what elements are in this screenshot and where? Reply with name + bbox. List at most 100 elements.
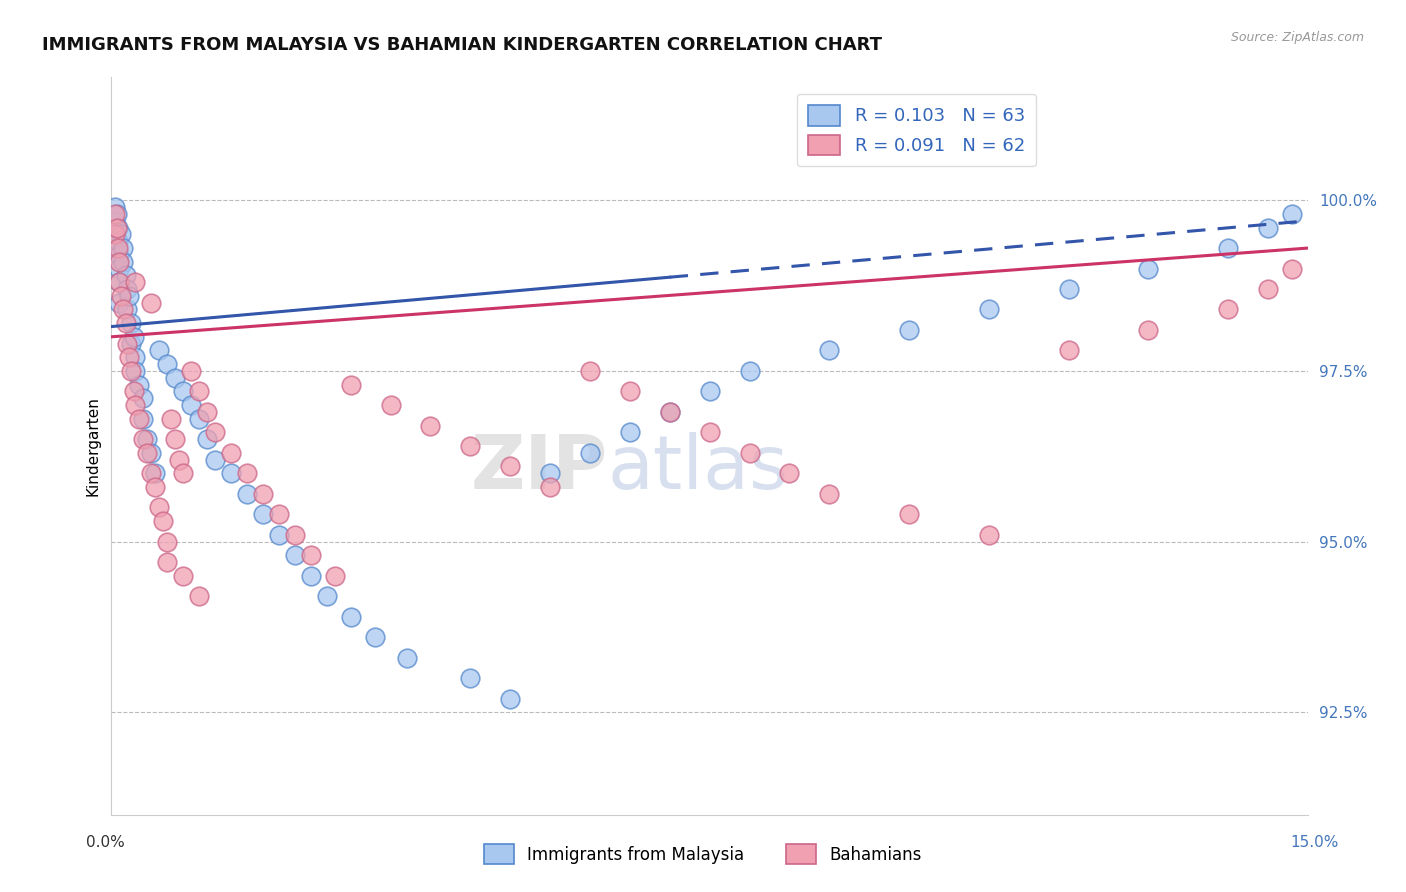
Point [284,527,307,541]
Point [105,207,128,221]
Point [117,336,139,351]
Point [136,432,159,446]
Point [818,343,841,358]
Point [124,351,146,365]
Point [219,467,242,481]
Point [122,384,145,399]
Point [299,548,322,562]
Point [107,220,129,235]
Point [977,302,1000,317]
Point [120,364,142,378]
Point [156,534,179,549]
Point [172,467,194,481]
Point [579,446,602,460]
Point [108,261,131,276]
Point [977,527,1000,541]
Point [252,508,274,522]
Text: atlas: atlas [607,432,789,505]
Point [299,568,322,582]
Text: 0.0%: 0.0% [86,836,125,850]
Point [619,384,641,399]
Point [143,480,166,494]
Point [1137,323,1160,337]
Point [132,432,155,446]
Point [1281,261,1303,276]
Point [252,487,274,501]
Point [114,316,136,330]
Point [141,295,163,310]
Point [104,200,127,214]
Point [141,446,163,460]
Point [419,418,441,433]
Point [156,555,179,569]
Point [395,650,418,665]
Point [128,377,150,392]
Point [118,289,141,303]
Point [120,316,142,330]
Point [107,234,129,248]
Point [267,527,290,541]
Point [658,405,681,419]
Point [579,364,602,378]
Point [1257,282,1279,296]
Point [738,364,761,378]
Point [898,508,921,522]
Point [339,377,361,392]
Point [124,364,146,378]
Text: Source: ZipAtlas.com: Source: ZipAtlas.com [1230,31,1364,45]
Point [1137,261,1160,276]
Point [188,384,211,399]
Point [132,411,155,425]
Point [499,691,522,706]
Text: ZIP: ZIP [471,432,607,505]
Point [380,398,402,412]
Point [156,357,179,371]
Point [108,275,131,289]
Point [1216,241,1239,255]
Point [112,302,135,317]
Point [104,213,127,227]
Point [219,446,242,460]
Legend: Immigrants from Malaysia, Bahamians: Immigrants from Malaysia, Bahamians [478,838,928,871]
Point [818,487,841,501]
Point [148,500,170,515]
Point [104,227,127,242]
Point [124,398,146,412]
Point [165,370,187,384]
Point [165,432,187,446]
Point [1257,220,1279,235]
Point [110,227,132,242]
Point [143,467,166,481]
Point [104,207,127,221]
Point [148,343,170,358]
Y-axis label: Kindergarten: Kindergarten [86,396,100,496]
Point [188,589,211,603]
Point [1281,207,1303,221]
Point [499,459,522,474]
Point [110,289,132,303]
Text: IMMIGRANTS FROM MALAYSIA VS BAHAMIAN KINDERGARTEN CORRELATION CHART: IMMIGRANTS FROM MALAYSIA VS BAHAMIAN KIN… [42,36,882,54]
Point [538,480,561,494]
Point [160,411,183,425]
Point [363,630,385,644]
Text: 15.0%: 15.0% [1291,836,1339,850]
Point [460,671,482,685]
Point [117,302,139,317]
Point [339,609,361,624]
Point [204,452,226,467]
Point [460,439,482,453]
Point [167,452,190,467]
Point [108,295,131,310]
Point [1216,302,1239,317]
Point [120,336,142,351]
Point [236,467,259,481]
Point [898,323,921,337]
Point [195,432,218,446]
Point [124,275,146,289]
Point [104,241,127,255]
Point [114,268,136,283]
Point [778,467,800,481]
Point [180,398,202,412]
Point [738,446,761,460]
Point [108,275,131,289]
